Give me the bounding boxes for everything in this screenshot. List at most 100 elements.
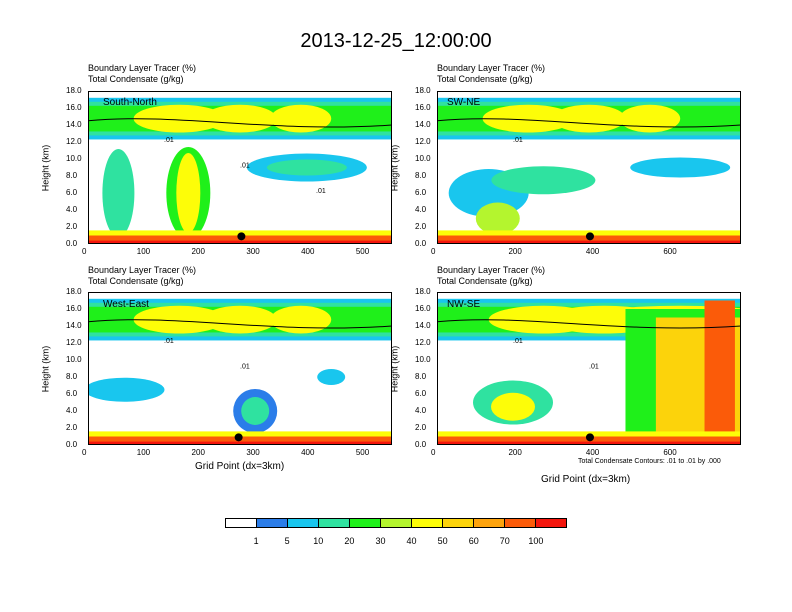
condensate-region — [475, 202, 520, 235]
y-tick-label: 8.0 — [66, 171, 78, 180]
x-tick-label: 100 — [136, 448, 151, 457]
contour-label: .01 — [316, 188, 326, 195]
x-tick-label: 400 — [585, 247, 600, 256]
panel-label: South-North — [103, 97, 157, 108]
x-tick-label: 400 — [301, 247, 315, 256]
y-axis-label: Height (km) — [40, 345, 51, 393]
colorbar-swatch — [474, 519, 505, 527]
x-tick-label: 0 — [82, 448, 87, 457]
panel-title-line2: Total Condensate (g/kg) — [437, 74, 533, 84]
colorbar-label: 60 — [468, 536, 479, 546]
condensate-region — [102, 149, 135, 237]
colorbar-label: 30 — [375, 536, 386, 546]
contour-label: .01 — [513, 338, 523, 345]
x-tick-label: 400 — [585, 448, 600, 457]
plot-area: .01 .01 — [88, 292, 392, 445]
colorbar-label: 70 — [499, 536, 510, 546]
y-tick-label: 12.0 — [415, 338, 431, 347]
colorbar-swatch — [257, 519, 288, 527]
y-tick-label: 6.0 — [415, 188, 427, 197]
x-tick-label: 600 — [663, 448, 677, 457]
x-tick-label: 200 — [191, 448, 205, 457]
panel-title-line2: Total Condensate (g/kg) — [88, 276, 184, 286]
y-tick-label: 12.0 — [66, 137, 82, 146]
x-tick-label: 100 — [136, 247, 151, 256]
y-tick-label: 0.0 — [415, 239, 427, 248]
colorbar-label: 20 — [344, 536, 355, 546]
x-tick-label: 300 — [246, 448, 260, 457]
y-tick-label: 0.0 — [66, 440, 78, 449]
panel-label: NW-SE — [447, 299, 481, 310]
cloud-core — [552, 104, 626, 133]
figure-title: 2013-12-25_12:00:00 — [300, 30, 492, 52]
contour-line — [437, 319, 741, 329]
condensate-region — [630, 157, 731, 178]
panel-title-line1: Boundary Layer Tracer (%) — [88, 265, 197, 275]
y-tick-label: 4.0 — [66, 205, 78, 214]
boundary-layer — [437, 441, 741, 445]
boundary-layer — [88, 240, 392, 244]
x-tick-label: 600 — [663, 247, 677, 256]
panel-title-line1: Boundary Layer Tracer (%) — [88, 63, 197, 73]
condensate-region — [491, 166, 596, 195]
x-tick-label: 200 — [508, 448, 522, 457]
y-axis-label: Height (km) — [40, 144, 51, 192]
boundary-layer — [88, 441, 392, 445]
y-axis-label: Height (km) — [389, 345, 400, 393]
x-tick-label: 0 — [82, 247, 87, 256]
x-tick-label: 500 — [355, 247, 370, 256]
y-tick-label: 16.0 — [66, 304, 82, 313]
y-tick-label: 18.0 — [415, 287, 431, 296]
x-tick-label: 200 — [508, 247, 522, 256]
colorbar-swatch — [536, 519, 566, 527]
y-tick-label: 18.0 — [415, 86, 431, 95]
y-tick-label: 6.0 — [66, 389, 78, 398]
y-tick-label: 8.0 — [415, 171, 427, 180]
colorbar-swatch — [226, 519, 257, 527]
panel-label: SW-NE — [447, 97, 481, 108]
contour-note: Total Condensate Contours: .01 to .01 by… — [578, 458, 721, 465]
colorbar-label: 1 — [253, 536, 259, 546]
x-tick-label: 0 — [431, 247, 436, 256]
colorbar-swatch — [412, 519, 443, 527]
y-tick-label: 8.0 — [415, 372, 427, 381]
panel-title-line1: Boundary Layer Tracer (%) — [437, 265, 546, 275]
y-tick-label: 12.0 — [66, 338, 82, 347]
contour-label: .01 — [589, 364, 599, 371]
panel-title-line2: Total Condensate (g/kg) — [88, 74, 184, 84]
y-tick-label: 8.0 — [66, 372, 78, 381]
contour-label: .01 — [513, 137, 523, 144]
plot-area: .01 .01 — [437, 292, 741, 445]
condensate-region — [241, 397, 270, 425]
condensate-region — [317, 369, 346, 385]
y-tick-label: 16.0 — [415, 103, 431, 112]
y-tick-label: 2.0 — [66, 222, 78, 231]
x-tick-label: 0 — [431, 448, 436, 457]
x-tick-label: 200 — [191, 247, 205, 256]
location-marker — [234, 433, 243, 442]
y-tick-label: 2.0 — [415, 222, 427, 231]
x-tick-label: 500 — [355, 448, 370, 457]
colorbar-label: 5 — [284, 536, 290, 546]
plot-area: .01 .01 .01 — [88, 91, 392, 244]
x-axis-label: Grid Point (dx=3km) — [541, 474, 631, 485]
location-marker — [585, 232, 594, 241]
x-tick-label: 300 — [246, 247, 260, 256]
colorbar-label: 100 — [528, 536, 544, 546]
y-tick-label: 4.0 — [66, 406, 78, 415]
colorbar-swatch — [443, 519, 474, 527]
colorbar — [225, 518, 567, 528]
location-marker — [585, 433, 594, 442]
y-tick-label: 2.0 — [415, 423, 427, 432]
cloud-core — [270, 104, 332, 133]
y-axis-label: Height (km) — [389, 144, 400, 192]
y-tick-label: 18.0 — [66, 86, 82, 95]
contour-line — [88, 319, 392, 329]
y-tick-label: 14.0 — [415, 120, 431, 129]
condensate-region — [266, 159, 347, 176]
y-tick-label: 10.0 — [66, 154, 82, 163]
colorbar-swatch — [505, 519, 536, 527]
cloud-core — [133, 104, 225, 133]
cloud-core — [203, 104, 277, 133]
deep-convection — [704, 300, 735, 437]
